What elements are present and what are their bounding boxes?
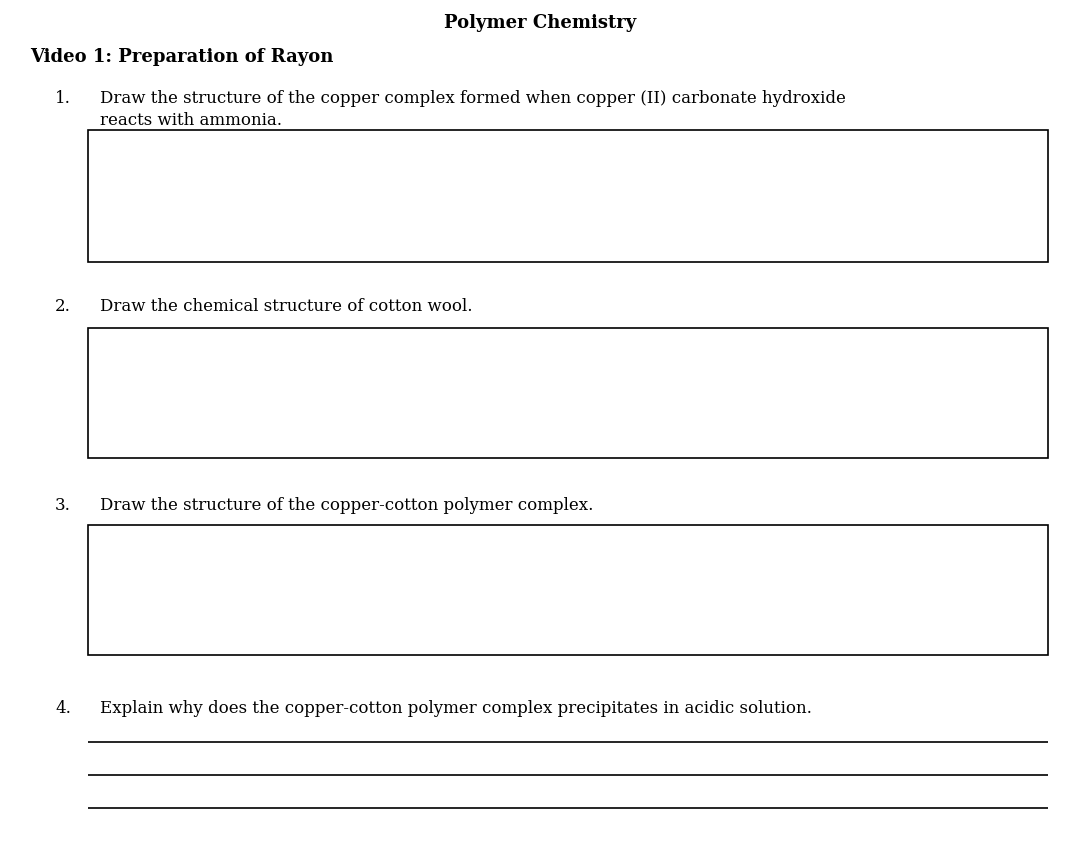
- Text: Video 1: Preparation of Rayon: Video 1: Preparation of Rayon: [30, 48, 334, 66]
- Bar: [87, 328, 1048, 458]
- Text: Polymer Chemistry: Polymer Chemistry: [444, 14, 636, 32]
- Text: 1.: 1.: [55, 90, 71, 107]
- Bar: [87, 130, 1048, 262]
- Bar: [87, 525, 1048, 655]
- Text: 3.: 3.: [55, 497, 71, 514]
- Text: Draw the structure of the copper-cotton polymer complex.: Draw the structure of the copper-cotton …: [100, 497, 593, 514]
- Text: Draw the structure of the copper complex formed when copper (II) carbonate hydro: Draw the structure of the copper complex…: [100, 90, 846, 129]
- Text: Draw the chemical structure of cotton wool.: Draw the chemical structure of cotton wo…: [100, 298, 473, 315]
- Text: 4.: 4.: [55, 700, 71, 717]
- Text: 2.: 2.: [55, 298, 71, 315]
- Text: Explain why does the copper-cotton polymer complex precipitates in acidic soluti: Explain why does the copper-cotton polym…: [100, 700, 812, 717]
